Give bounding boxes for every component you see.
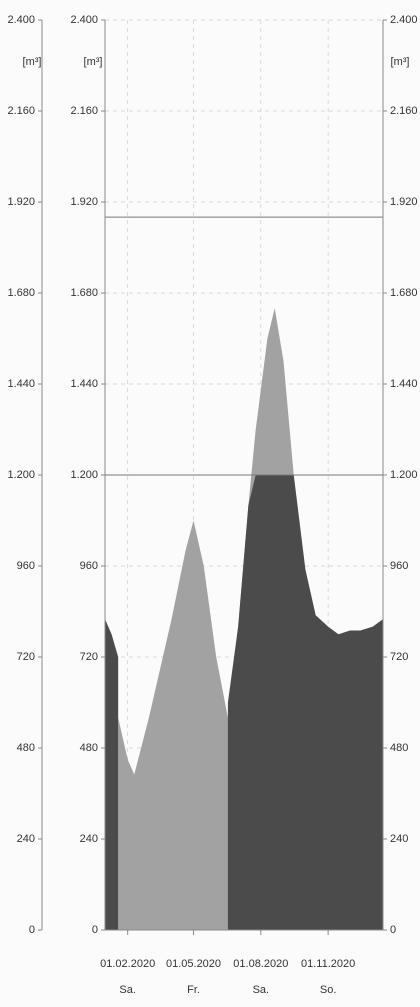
y-tick-label: 2.400 [390, 14, 418, 26]
y-tick-label: 960 [17, 560, 35, 572]
x-tick-weekday: So. [320, 984, 337, 996]
y-tick-label: 240 [80, 833, 98, 845]
y-tick-label: 1.680 [390, 287, 418, 299]
x-tick-label: 01.02.2020 [100, 958, 155, 970]
y-tick-label: 480 [80, 742, 98, 754]
x-tick-weekday: Sa. [253, 984, 270, 996]
y-tick-label: 0 [29, 924, 35, 936]
y-tick-label: 720 [390, 651, 408, 663]
unit-label: [m³] [84, 56, 103, 68]
y-tick-label: 1.680 [70, 287, 98, 299]
y-tick-label: 1.920 [390, 196, 418, 208]
y-tick-label: 960 [390, 560, 408, 572]
y-tick-label: 480 [390, 742, 408, 754]
y-tick-label: 960 [80, 560, 98, 572]
unit-label: [m³] [391, 56, 410, 68]
y-tick-label: 0 [390, 924, 396, 936]
y-tick-label: 240 [17, 833, 35, 845]
x-tick-weekday: Sa. [119, 984, 136, 996]
y-tick-label: 2.160 [390, 105, 418, 117]
y-tick-label: 2.160 [70, 105, 98, 117]
y-tick-label: 2.400 [70, 14, 98, 26]
x-tick-label: 01.08.2020 [233, 958, 288, 970]
y-tick-label: 1.440 [70, 378, 98, 390]
y-tick-label: 720 [17, 651, 35, 663]
y-tick-label: 0 [92, 924, 98, 936]
x-tick-weekday: Fr. [187, 984, 200, 996]
y-tick-label: 1.200 [7, 469, 35, 481]
y-tick-label: 1.200 [70, 469, 98, 481]
y-tick-label: 1.440 [390, 378, 418, 390]
y-tick-label: 1.680 [7, 287, 35, 299]
y-tick-label: 2.160 [7, 105, 35, 117]
y-tick-label: 720 [80, 651, 98, 663]
y-tick-label: 1.440 [7, 378, 35, 390]
area [227, 475, 383, 930]
y-tick-label: 1.920 [70, 196, 98, 208]
x-tick-label: 01.05.2020 [166, 958, 221, 970]
x-tick-label: 01.11.2020 [301, 958, 355, 970]
y-tick-label: 1.920 [7, 196, 35, 208]
area [105, 619, 119, 930]
y-tick-label: 1.200 [390, 469, 418, 481]
y-tick-label: 240 [390, 833, 408, 845]
y-tick-label: 2.400 [7, 14, 35, 26]
y-tick-label: 480 [17, 742, 35, 754]
unit-label: [m³] [23, 56, 42, 68]
